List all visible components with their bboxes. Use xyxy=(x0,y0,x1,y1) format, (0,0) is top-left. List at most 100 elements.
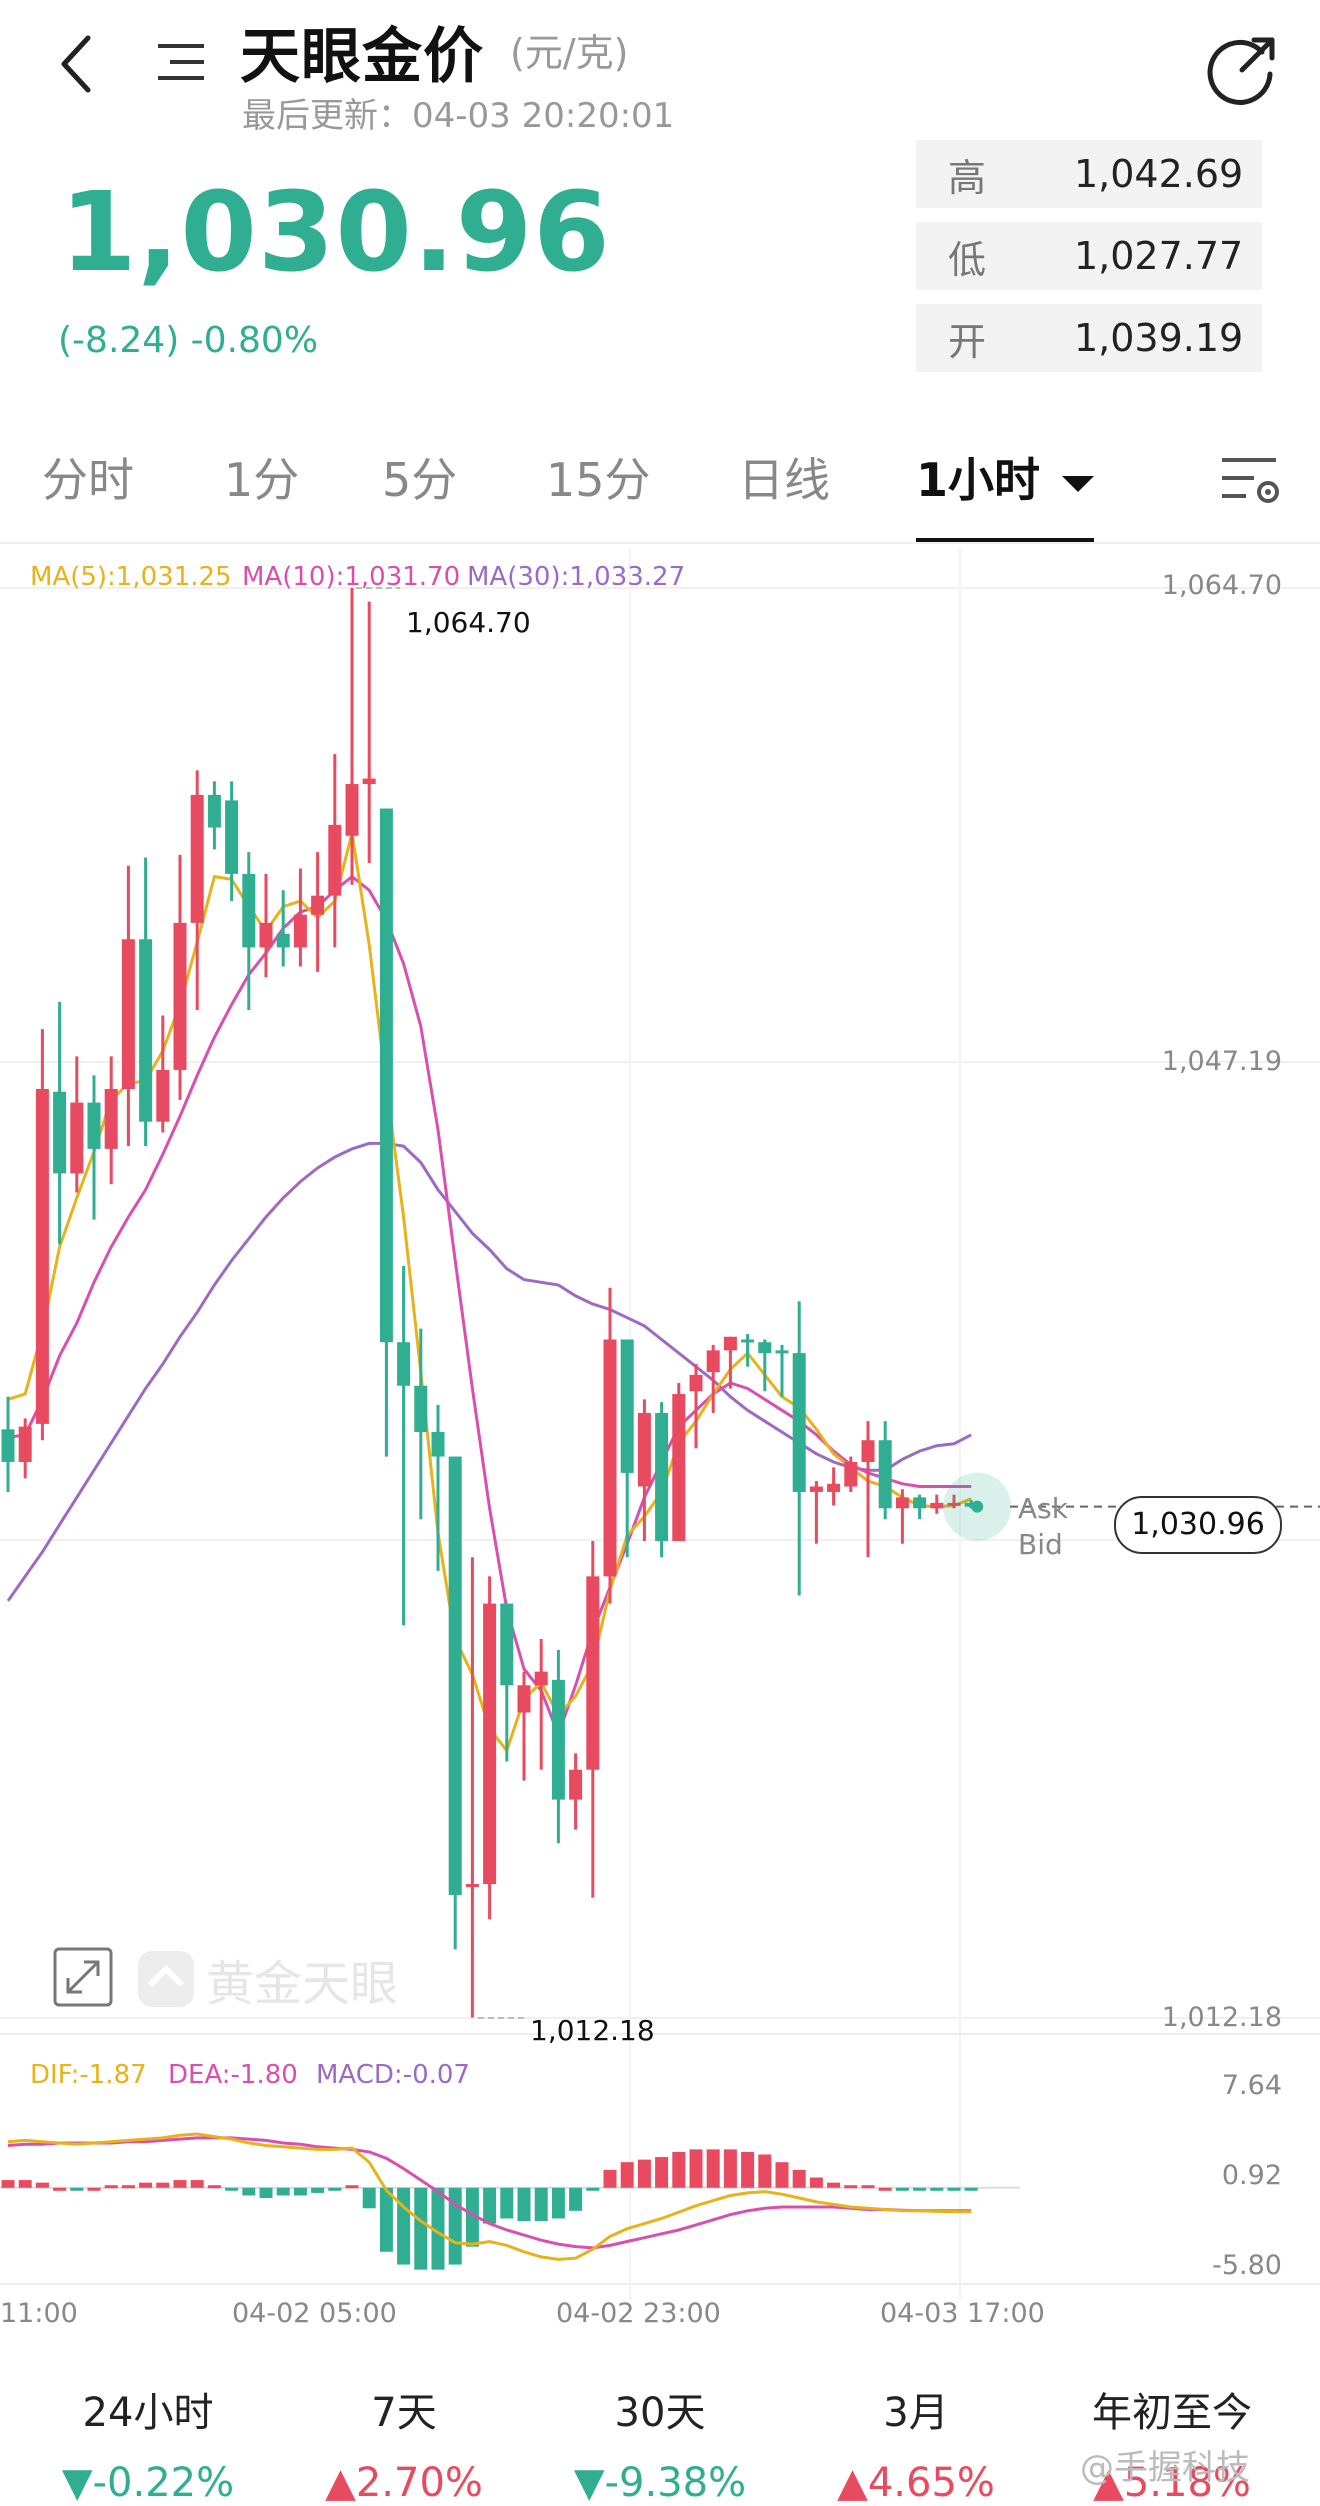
macd-bar xyxy=(362,2187,376,2209)
macd-bar xyxy=(844,2185,858,2189)
candle-body xyxy=(878,1440,892,1509)
expand-icon[interactable] xyxy=(52,1946,114,2008)
candle-body xyxy=(87,1102,101,1149)
period-24h[interactable]: 24小时 ▼-0.22% xyxy=(18,2380,278,2506)
period-7d[interactable]: 7天 ▲2.70% xyxy=(274,2380,534,2506)
candle-body xyxy=(225,800,239,874)
candle-body xyxy=(431,1432,445,1457)
candle-body xyxy=(947,1502,961,1506)
candle-body xyxy=(689,1374,703,1392)
macd-bar xyxy=(723,2149,737,2188)
tab-fenshi[interactable]: 分时 xyxy=(42,453,134,507)
tab-15min[interactable]: 15分 xyxy=(546,453,651,507)
x-axis-label: 04-02 23:00 xyxy=(556,2298,721,2329)
unit-label: (元/克) xyxy=(510,31,629,75)
macd-bar xyxy=(827,2182,841,2188)
dif-line xyxy=(7,2132,972,2261)
macd-bar xyxy=(500,2187,514,2219)
macd-bar xyxy=(465,2187,479,2247)
period-value: -0.22% xyxy=(92,2460,235,2506)
candle-body xyxy=(930,1502,944,1509)
candle-body xyxy=(121,939,135,1089)
back-icon[interactable] xyxy=(52,30,102,100)
macd-bar xyxy=(672,2151,686,2188)
tab-1hour[interactable]: 1小时 xyxy=(916,444,1095,510)
period-label: 3月 xyxy=(883,2390,949,2436)
legend-ma10: MA(10):1,031.70 xyxy=(242,562,461,592)
tab-5min[interactable]: 5分 xyxy=(382,453,458,507)
macd-bar xyxy=(792,2169,806,2188)
brand-mark-icon xyxy=(138,1951,194,2007)
caret-down-icon xyxy=(1062,475,1095,492)
macd-bar xyxy=(311,2187,325,2193)
min-price-label: 1,012.18 xyxy=(530,2014,655,2047)
stat-open: 开 1,039.19 xyxy=(916,304,1262,372)
candle-body xyxy=(190,794,204,923)
stat-value: 1,027.77 xyxy=(1074,234,1244,278)
menu-icon[interactable] xyxy=(150,38,210,88)
period-value: 4.65% xyxy=(867,2460,995,2506)
ask-label: Ask xyxy=(1018,1492,1068,1525)
macd-bar xyxy=(328,2187,342,2191)
macd-bar xyxy=(569,2187,583,2211)
macd-bar xyxy=(534,2187,548,2222)
y-axis-top: 1,064.70 xyxy=(1161,570,1282,601)
macd-bar xyxy=(18,2180,32,2188)
price-change: (-8.24) -0.80% xyxy=(58,320,319,361)
brand-name: 黄金天眼 xyxy=(206,1956,399,2012)
macd-bar xyxy=(878,2187,892,2191)
candle-body xyxy=(655,1413,669,1541)
macd-bar xyxy=(173,2180,187,2188)
macd-bar xyxy=(156,2182,170,2188)
candle-body xyxy=(827,1483,841,1492)
stat-key: 高 xyxy=(948,155,987,200)
y-axis-bottom: 1,012.18 xyxy=(1161,2002,1282,2033)
share-icon[interactable] xyxy=(1204,30,1282,108)
period-30d[interactable]: 30天 ▼-9.38% xyxy=(530,2380,790,2506)
macd-bar xyxy=(758,2154,772,2188)
candle-body xyxy=(156,1069,170,1122)
macd-axis-mid: 0.92 xyxy=(1221,2160,1282,2191)
stat-high: 高 1,042.69 xyxy=(916,140,1262,208)
macd-bar xyxy=(379,2187,393,2252)
candle-body xyxy=(18,1426,32,1463)
candles xyxy=(1,588,1012,2018)
period-3m[interactable]: 3月 ▲4.65% xyxy=(786,2380,1046,2506)
candle-body xyxy=(242,873,256,948)
live-dot xyxy=(971,1500,984,1513)
macd-bar xyxy=(895,2187,909,2191)
last-updated: 最后更新：04-03 20:20:01 xyxy=(242,96,675,136)
candle-body xyxy=(328,824,342,896)
macd-bar xyxy=(706,2149,720,2188)
candle-body xyxy=(311,895,325,915)
stat-low: 低 1,027.77 xyxy=(916,222,1262,290)
candle-body xyxy=(500,1603,514,1686)
macd-bar xyxy=(190,2180,204,2188)
macd-bar xyxy=(930,2187,944,2191)
candle-body xyxy=(35,1088,49,1424)
tab-1hour-label: 1小时 xyxy=(916,453,1041,507)
candle-body xyxy=(913,1497,927,1509)
macd-bar xyxy=(775,2162,789,2188)
macd-bar xyxy=(293,2187,307,2196)
macd-axis-top: 7.64 xyxy=(1221,2070,1282,2101)
macd-bar xyxy=(104,2185,118,2189)
current-price-tag: 1,030.96 xyxy=(1114,1496,1282,1554)
period-label: 年初至今 xyxy=(1092,2390,1252,2436)
candle-body xyxy=(53,1091,67,1174)
tab-daily[interactable]: 日线 xyxy=(738,453,830,507)
tab-1min[interactable]: 1分 xyxy=(224,453,300,507)
macd-bar xyxy=(259,2187,273,2199)
interval-tabs: 分时 1分 5分 15分 日线 1小时 xyxy=(0,430,1320,542)
macd-axis-bottom: -5.80 xyxy=(1212,2250,1282,2281)
candle-body xyxy=(517,1685,531,1713)
candle-body xyxy=(723,1336,737,1351)
candlestick-chart[interactable] xyxy=(0,548,1320,2360)
x-axis-label: 04-03 17:00 xyxy=(880,2298,1045,2329)
stat-key: 低 xyxy=(948,237,987,282)
macd-bar xyxy=(345,2185,359,2189)
macd-bar xyxy=(70,2187,84,2191)
chart-settings-icon[interactable] xyxy=(1216,444,1288,516)
candle-body xyxy=(569,1769,583,1800)
legend-ma30: MA(30):1,033.27 xyxy=(467,562,686,592)
